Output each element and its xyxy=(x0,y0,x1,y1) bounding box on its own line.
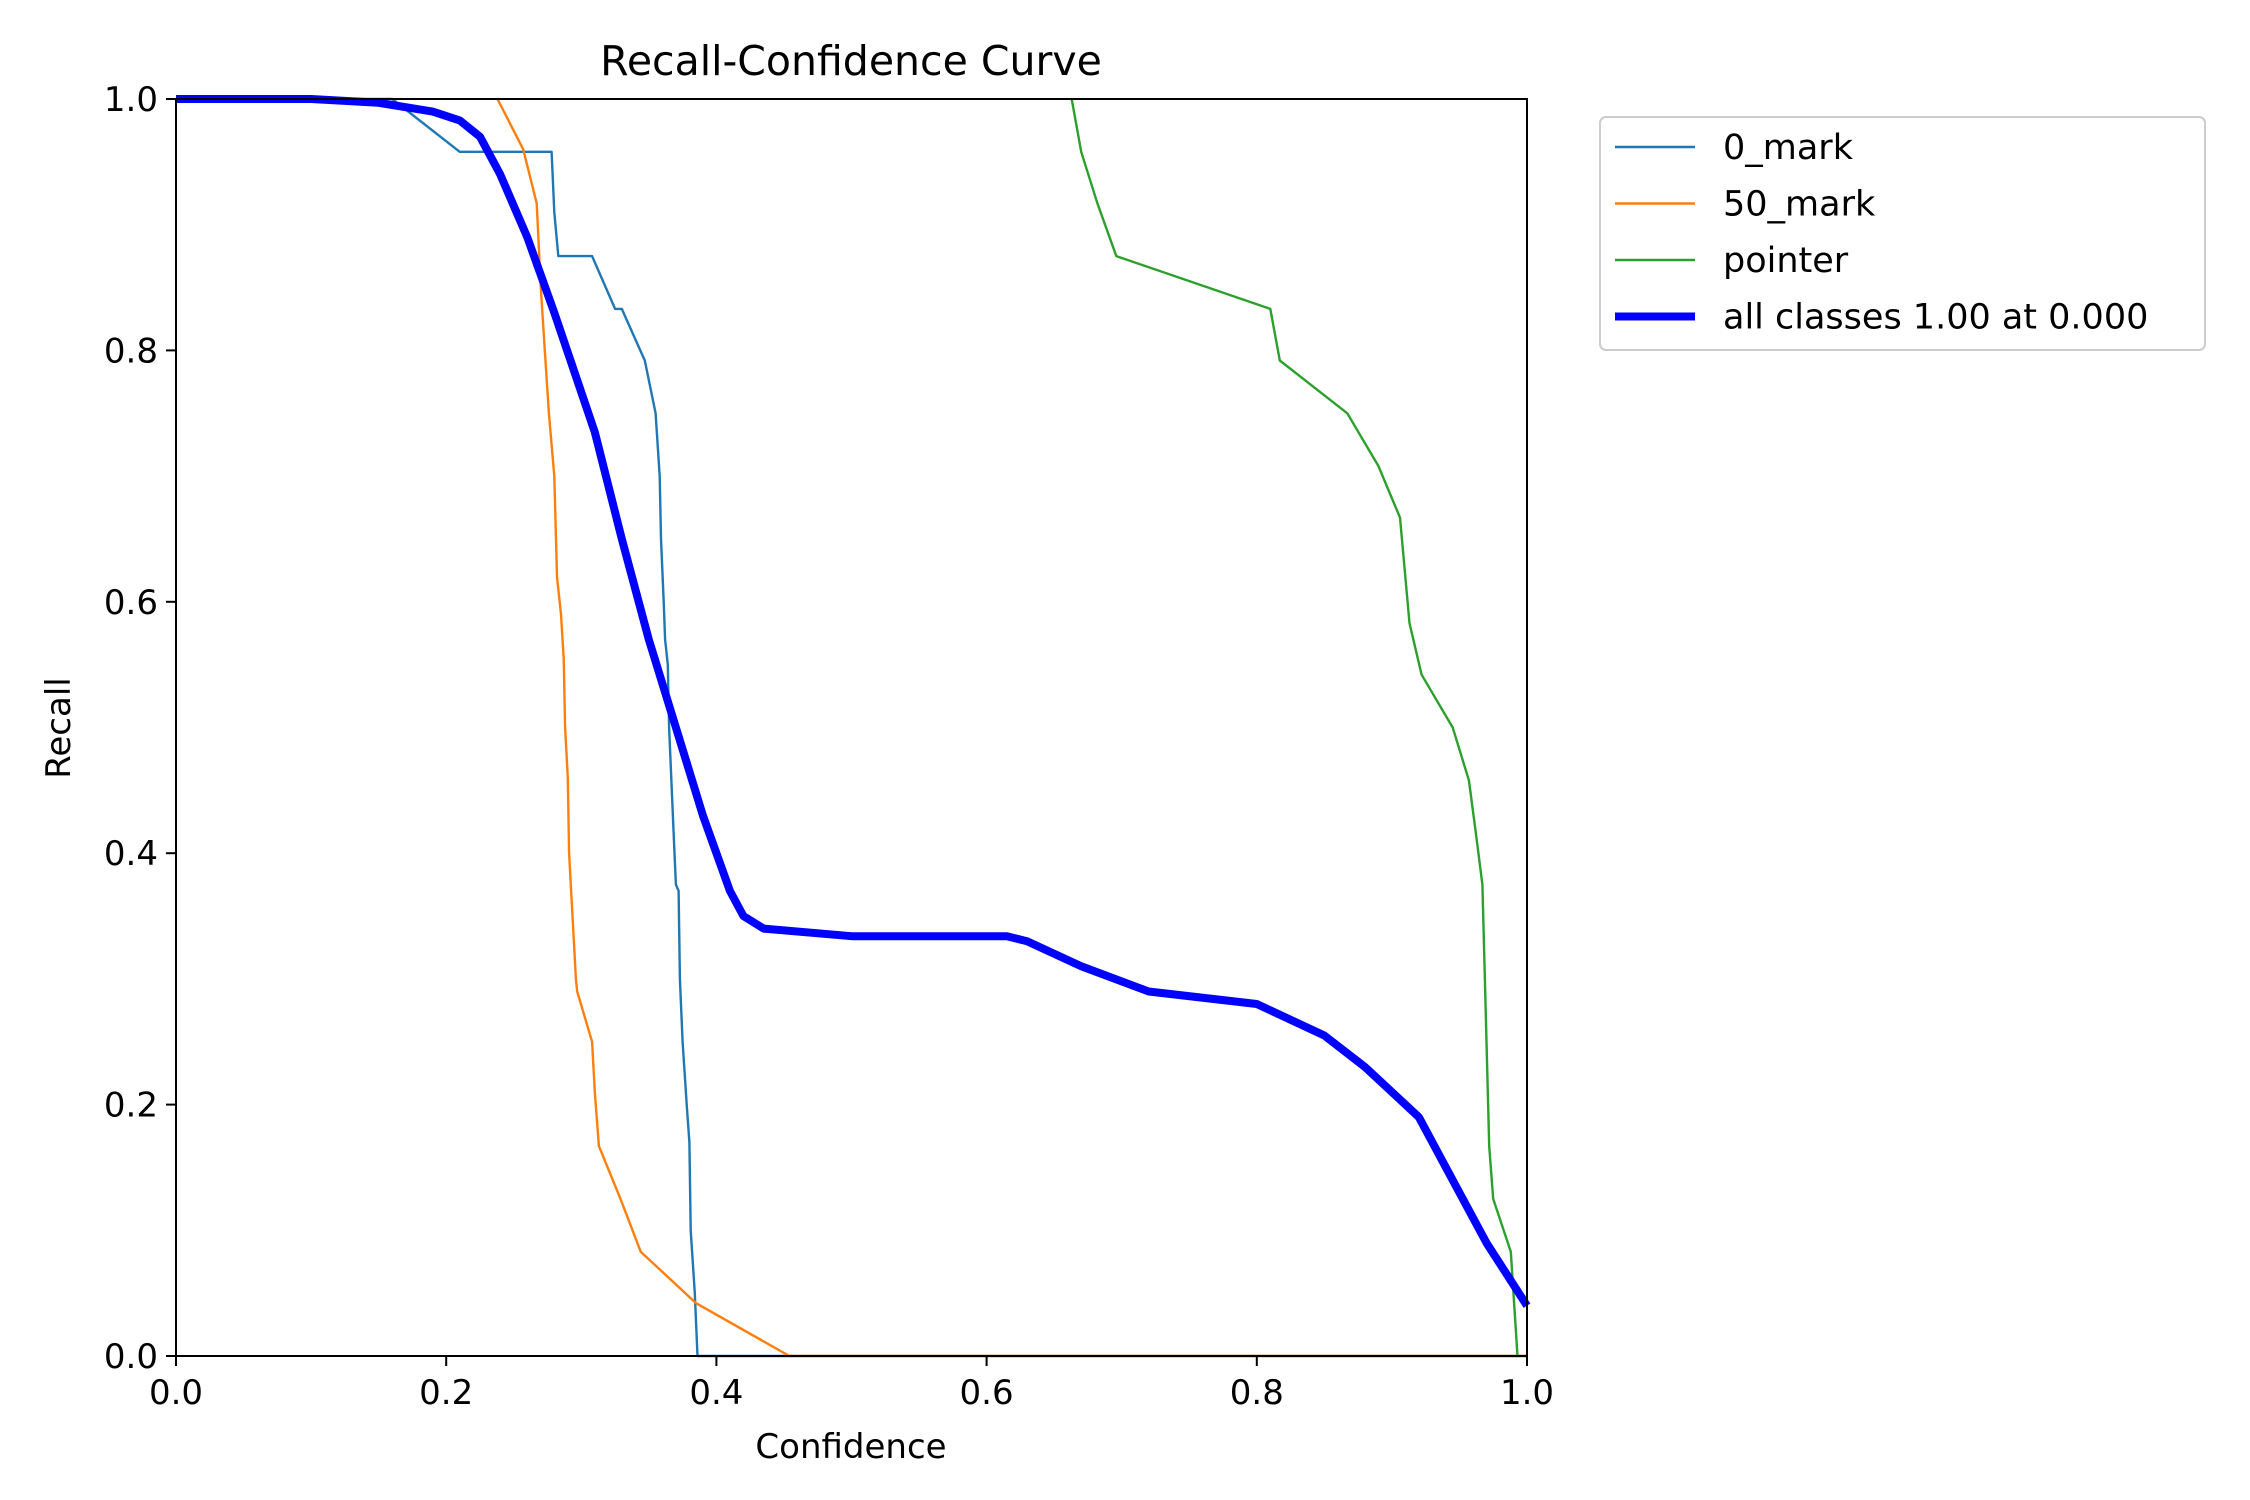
plot-area xyxy=(176,95,1531,1358)
legend-label: pointer xyxy=(1723,241,1849,281)
y-tick-label: 0.6 xyxy=(104,583,158,623)
x-tick-label: 0.0 xyxy=(149,1373,203,1413)
x-tick-label: 0.2 xyxy=(419,1373,473,1413)
series-line-all-classes-1-00-at-0-000 xyxy=(176,95,1531,1308)
x-tick-label: 1.0 xyxy=(1500,1373,1554,1413)
y-axis-ticks: 0.0 0.2 0.4 0.6 0.8 1.0 xyxy=(104,80,176,1377)
series-line-pointer xyxy=(1070,98,1519,1357)
x-tick-label: 0.6 xyxy=(960,1373,1014,1413)
y-axis-label: Recall xyxy=(39,677,79,778)
legend-label: all classes 1.00 at 0.000 xyxy=(1723,298,2148,338)
y-tick-label: 1.0 xyxy=(104,80,158,120)
legend-label: 50_mark xyxy=(1723,185,1876,225)
y-tick-label: 0.8 xyxy=(104,331,158,371)
y-tick-label: 0.4 xyxy=(104,834,158,874)
x-tick-label: 0.8 xyxy=(1230,1373,1284,1413)
x-axis-label: Confidence xyxy=(755,1427,946,1467)
chart-title: Recall-Confidence Curve xyxy=(600,37,1102,85)
x-axis-ticks: 0.0 0.2 0.4 0.6 0.8 1.0 xyxy=(149,1356,1554,1413)
x-tick-label: 0.4 xyxy=(689,1373,743,1413)
y-tick-label: 0.2 xyxy=(104,1086,158,1126)
legend-label: 0_mark xyxy=(1723,128,1854,168)
legend-box xyxy=(1599,116,2206,351)
y-tick-label: 0.0 xyxy=(104,1337,158,1377)
plot-frame xyxy=(175,98,1528,1357)
series-line-50-mark xyxy=(496,98,1527,1358)
series-line-0-mark xyxy=(176,97,1527,1358)
